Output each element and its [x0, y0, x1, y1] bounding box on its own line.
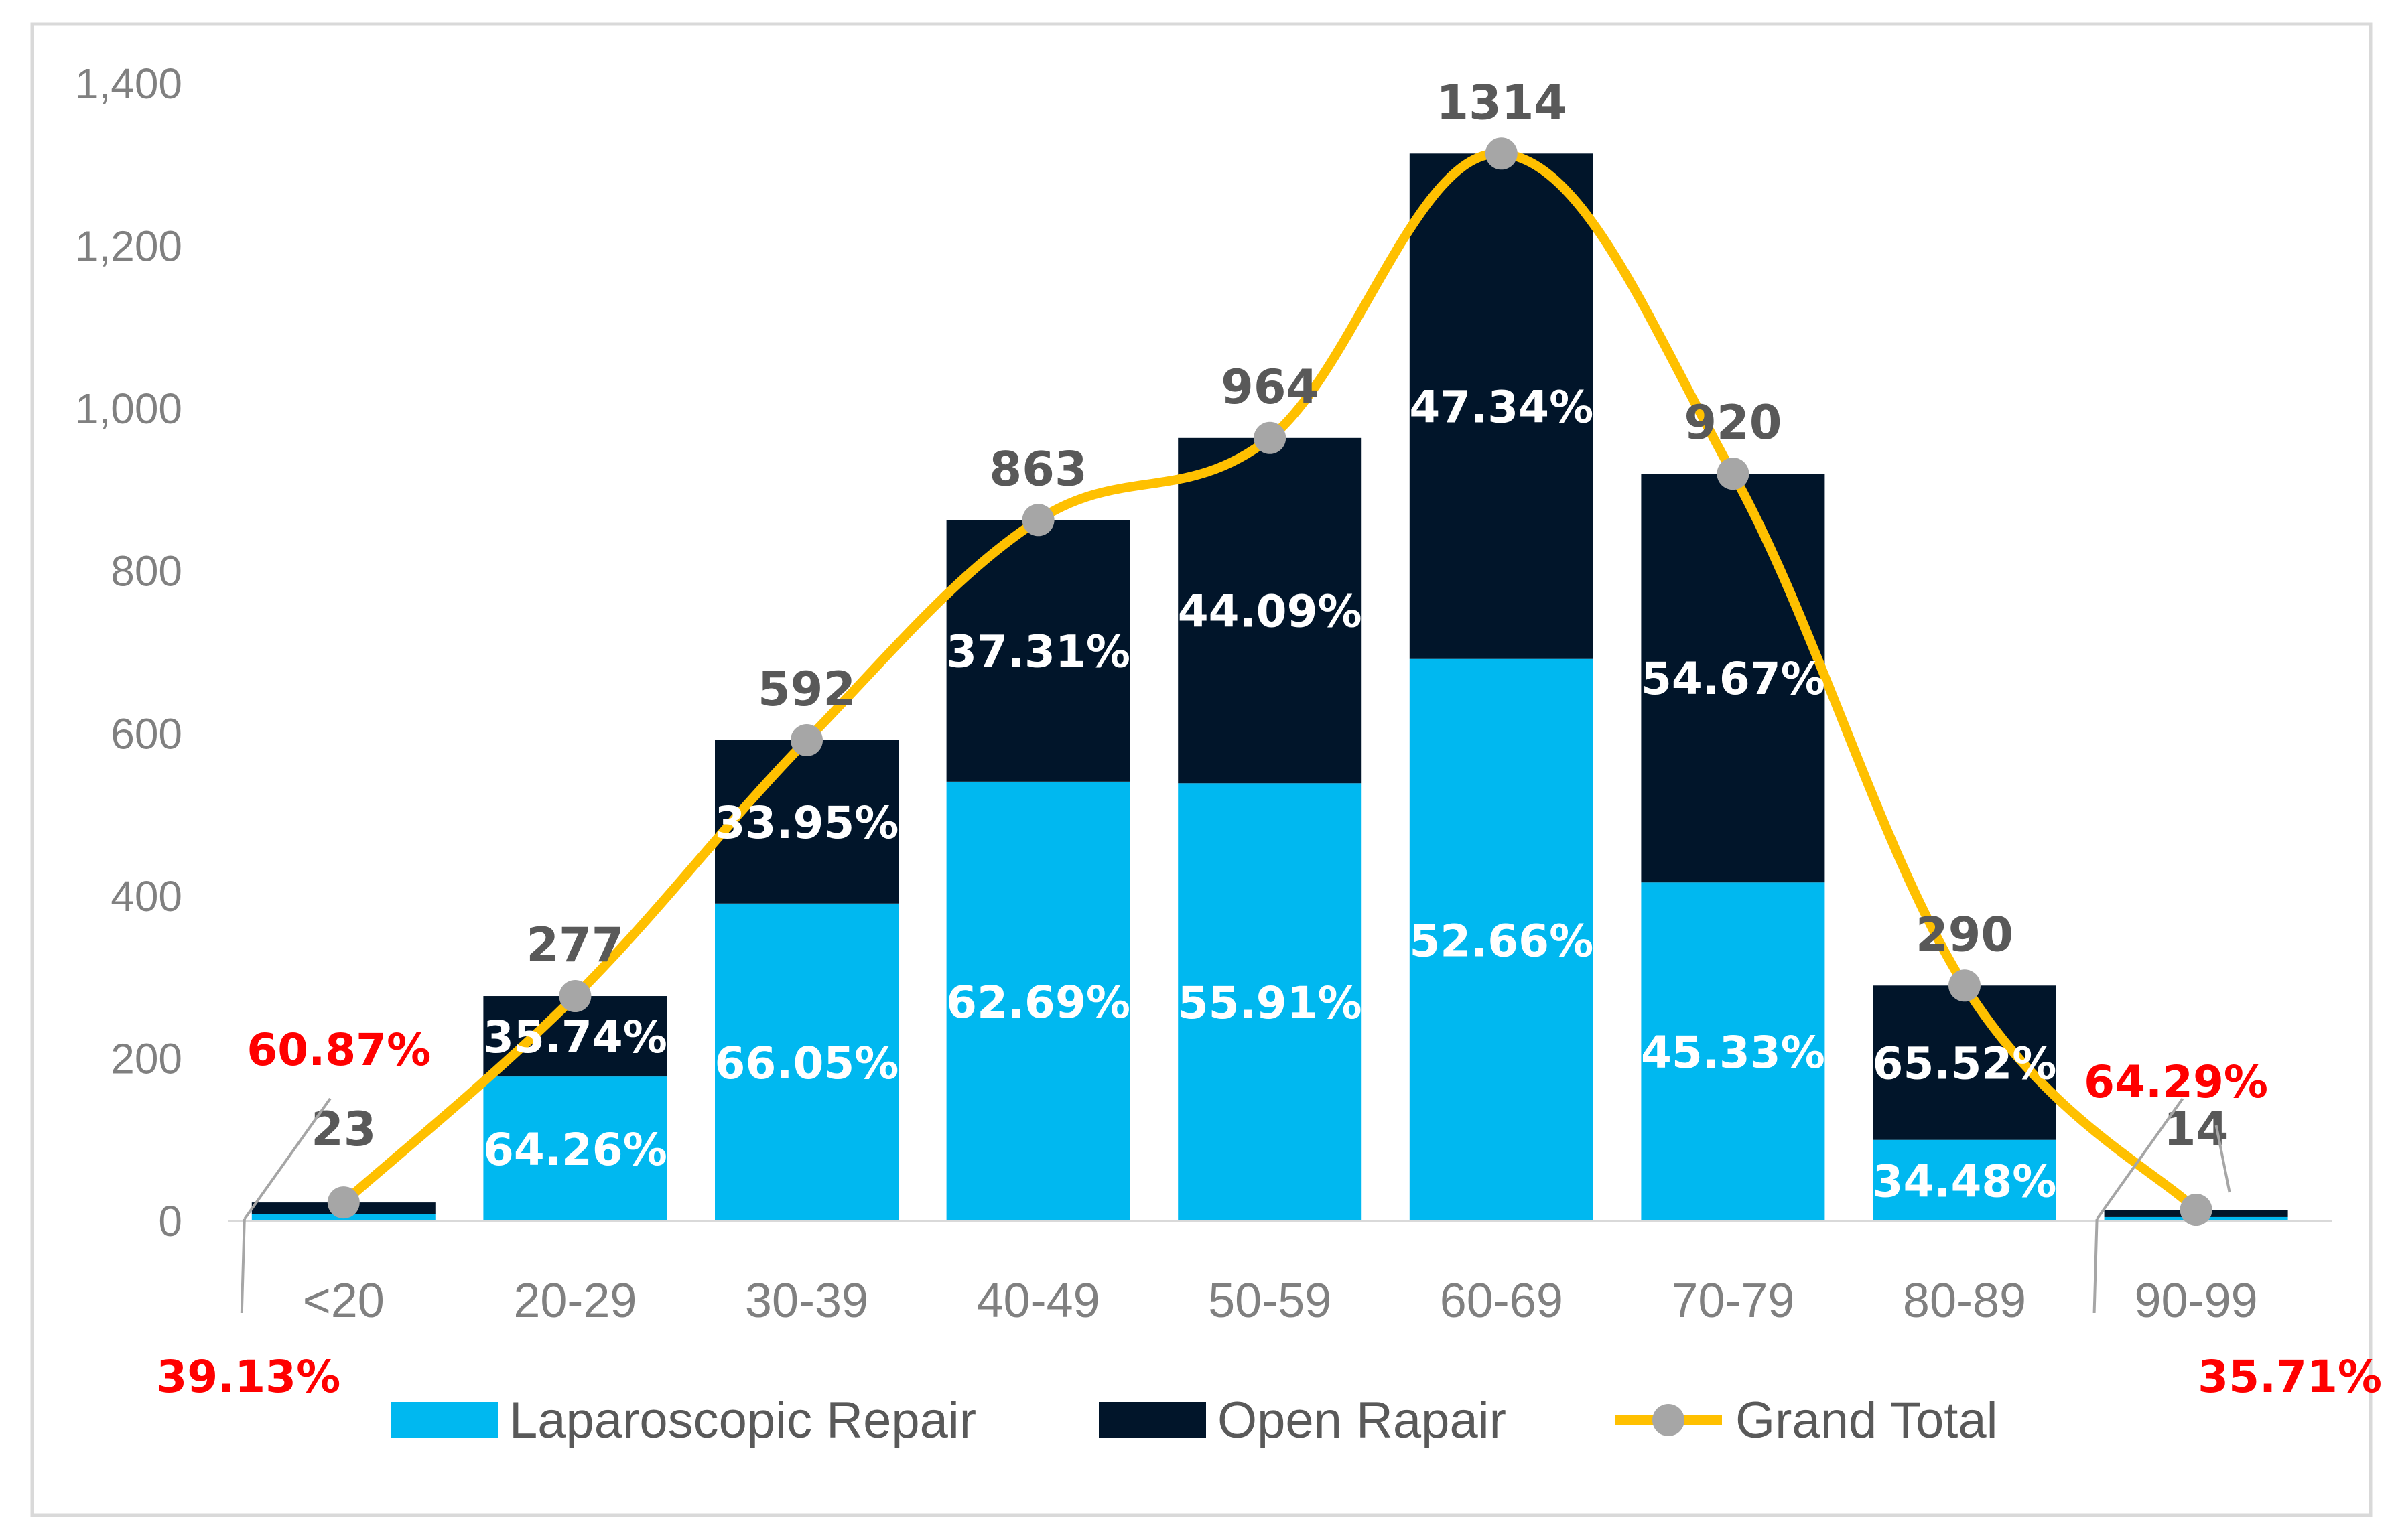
bar-open [1409, 153, 1593, 659]
x-axis: <20 20-29 30-39 40-49 50-59 60-69 70-79 80-89 90… [303, 1274, 2258, 1328]
y-tick-label: 600 [111, 709, 182, 758]
x-tick-label: 60-69 [1440, 1274, 1563, 1328]
lap-pct-label: 39.13% [156, 1351, 340, 1403]
bar-open [715, 740, 899, 904]
x-tick-label: 40-49 [977, 1274, 1100, 1328]
grand-total-path [338, 149, 2201, 1215]
lap-pct-label: 34.48% [1873, 1156, 2057, 1207]
leader-line [240, 1218, 246, 1314]
x-tick-label: 20-29 [513, 1274, 637, 1328]
bar-laparoscopic [483, 1076, 667, 1221]
y-tick-label: 400 [111, 872, 182, 920]
open-pct-label: 47.34% [1409, 382, 1593, 433]
open-pct-label: 60.87% [247, 1024, 431, 1076]
legend-marker-grand-total [1652, 1404, 1684, 1436]
open-pct-label: 64.29% [2084, 1056, 2268, 1108]
lap-pct-label: 66.05% [715, 1038, 899, 1089]
leader-line [2092, 1218, 2099, 1314]
total-label: 277 [526, 918, 624, 973]
legend-label-open: Open Rapair [1217, 1392, 1506, 1449]
total-label: 1314 [1436, 75, 1567, 130]
bar-laparoscopic [946, 781, 1130, 1221]
y-tick-label: 200 [111, 1034, 182, 1082]
y-tick-label: 1,000 [75, 384, 182, 433]
grand-total-marker [1254, 421, 1286, 454]
x-tick-label: 70-79 [1671, 1274, 1794, 1328]
bar-laparoscopic [1178, 783, 1362, 1221]
y-tick-label: 0 [158, 1197, 182, 1245]
open-pct-label: 37.31% [946, 626, 1130, 678]
leader-line [243, 1097, 332, 1220]
lap-pct-label: 64.26% [483, 1124, 667, 1176]
total-label: 964 [1221, 360, 1319, 415]
y-tick-label: 800 [111, 547, 182, 596]
grand-total-marker [791, 723, 823, 756]
total-label: 592 [758, 662, 856, 717]
x-tick-label: 80-89 [1903, 1274, 2026, 1328]
x-tick-label: <20 [303, 1274, 385, 1328]
x-tick-label: 90-99 [2135, 1274, 2258, 1328]
total-label: 290 [1916, 907, 2013, 962]
bar-laparoscopic [1409, 658, 1593, 1221]
grand-total-marker [1948, 969, 1981, 1002]
grand-total-marker [327, 1186, 360, 1219]
legend: Laparoscopic Repair Open Rapair Grand Tota… [391, 1392, 1998, 1449]
open-pct-label: 35.74% [483, 1011, 667, 1063]
bar-laparoscopic [715, 903, 899, 1221]
bar-open [1178, 437, 1362, 784]
grand-total-marker [2180, 1194, 2212, 1227]
lap-pct-label: 45.33% [1641, 1027, 1825, 1078]
legend-swatch-open [1099, 1402, 1206, 1438]
y-axis: 0 200 400 600 800 1,000 1,200 1,400 [75, 60, 182, 1245]
y-tick-label: 1,400 [75, 60, 182, 108]
grand-total-marker [559, 980, 592, 1013]
open-pct-label: 44.09% [1178, 586, 1362, 638]
total-label: 863 [990, 441, 1087, 496]
bars [251, 153, 2288, 1221]
grand-total-marker [1717, 458, 1749, 490]
grand-total-marker [1485, 137, 1518, 170]
x-tick-label: 50-59 [1208, 1274, 1331, 1328]
y-tick-label: 1,200 [75, 222, 182, 271]
leader-line [2214, 1125, 2231, 1193]
legend-swatch-laparoscopic [391, 1402, 498, 1438]
open-pct-label: 65.52% [1873, 1038, 2057, 1089]
lap-pct-label: 35.71% [2198, 1351, 2382, 1403]
grand-total-line [327, 137, 2212, 1227]
bar-laparoscopic [1873, 1139, 2056, 1221]
open-pct-label: 33.95% [715, 797, 899, 849]
bar-laparoscopic [1641, 882, 1825, 1221]
legend-label-laparoscopic: Laparoscopic Repair [509, 1392, 976, 1449]
total-label: 920 [1684, 395, 1782, 450]
lap-pct-label: 62.69% [946, 977, 1130, 1028]
lap-pct-label: 55.91% [1178, 977, 1362, 1029]
bar-open [1641, 474, 1825, 883]
legend-label-grand-total: Grand Total [1735, 1392, 1998, 1449]
lap-pct-label: 52.66% [1409, 915, 1593, 967]
grand-total-marker [1022, 504, 1055, 537]
x-tick-label: 30-39 [745, 1274, 868, 1328]
leader-line [2095, 1097, 2184, 1220]
data-labels: 2360.87%39.13%27764.26%35.74%59266.05%33… [156, 75, 2382, 1403]
open-pct-label: 54.67% [1641, 653, 1825, 705]
